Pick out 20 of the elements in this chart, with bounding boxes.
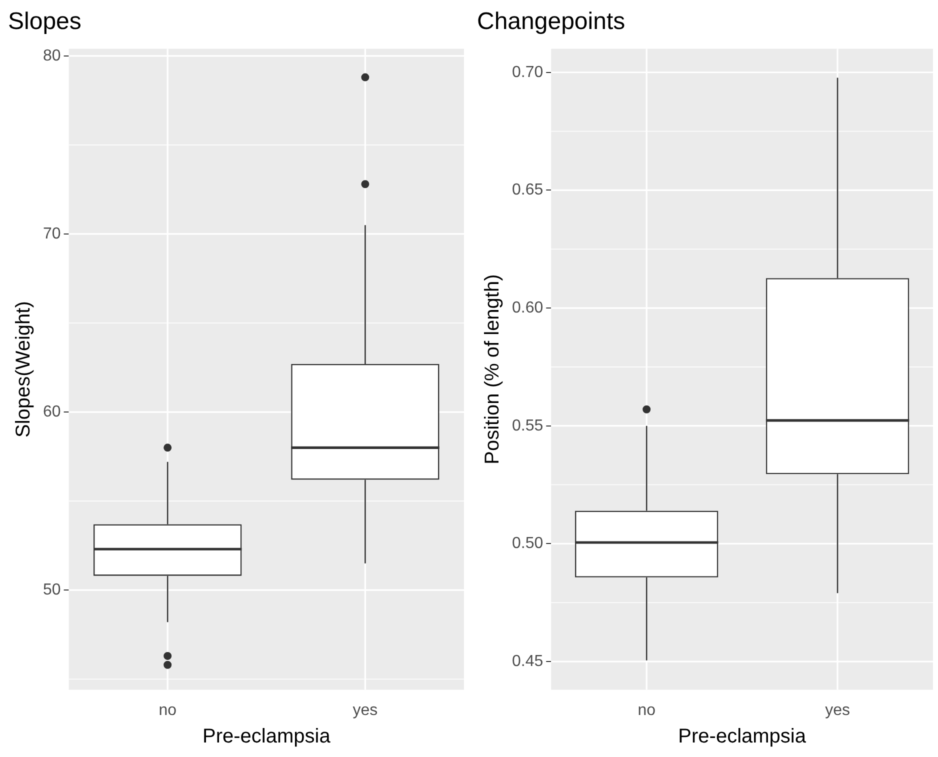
x-axis-title: Pre-eclampsia	[202, 726, 332, 748]
y-tick-label: 0.55	[512, 417, 544, 434]
y-tick-label: 0.60	[512, 299, 544, 316]
x-tick-label: yes	[825, 702, 850, 719]
y-axis-title: Slopes(Weight)	[12, 301, 35, 438]
x-tick-label: no	[158, 702, 177, 719]
chart-title: Changepoints	[477, 8, 626, 36]
x-axis-title: Pre-eclampsia	[678, 726, 807, 748]
y-tick-label: 80	[43, 47, 61, 64]
y-tick-label: 0.70	[512, 64, 544, 81]
y-tick-label: 70	[43, 225, 61, 242]
y-tick-label: 0.45	[512, 652, 544, 670]
y-tick-label: 0.65	[512, 182, 544, 199]
y-tick-label: 0.50	[512, 535, 544, 552]
x-tick-label: no	[638, 702, 656, 719]
y-tick-label: 50	[43, 581, 61, 598]
x-tick-label: yes	[352, 702, 378, 719]
chart-title: Slopes	[8, 8, 82, 36]
y-axis-title: Position (% of length)	[482, 274, 504, 464]
y-tick-label: 60	[43, 403, 61, 420]
